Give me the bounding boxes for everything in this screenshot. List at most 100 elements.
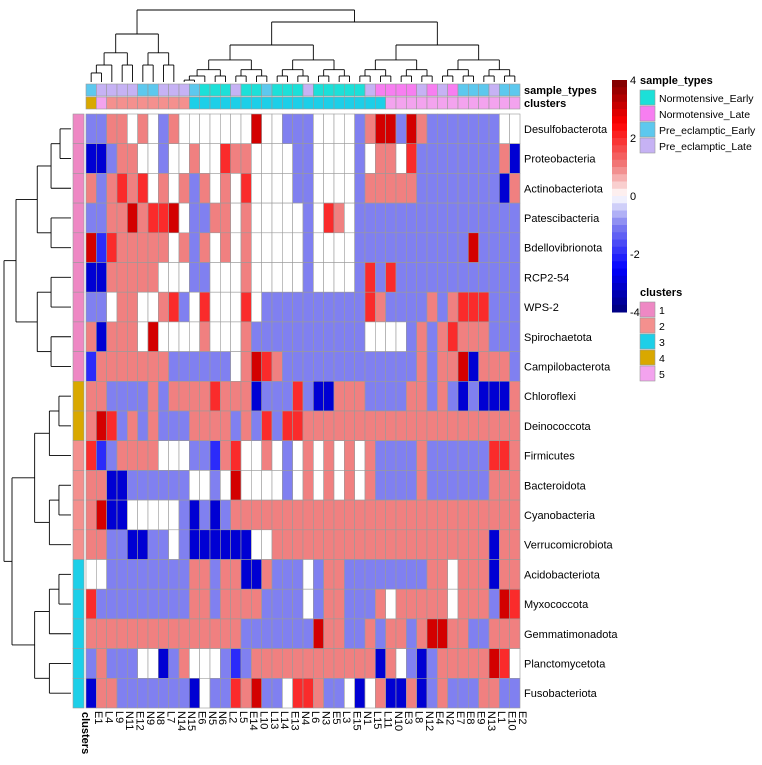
- heatmap-cell: [127, 173, 138, 204]
- heatmap-cell: [447, 529, 459, 560]
- heatmap-cell: [106, 173, 118, 204]
- heatmap-cell: [457, 648, 469, 679]
- heatmap-cell: [406, 677, 417, 709]
- heatmap-cell: [395, 440, 407, 471]
- heatmap-cell: [209, 440, 221, 471]
- heatmap-cell: [116, 588, 128, 620]
- heatmap-cell: [116, 410, 128, 442]
- column-label: L6: [309, 711, 321, 723]
- heatmap-cell: [302, 677, 314, 709]
- heatmap-cell: [158, 410, 169, 442]
- heatmap-cell: [323, 232, 335, 263]
- column-label: N5: [206, 711, 218, 725]
- color-scale-segment: [612, 232, 627, 240]
- sample-type-cell: [354, 83, 366, 97]
- heatmap-cell: [416, 380, 428, 412]
- heatmap-cell: [220, 499, 231, 531]
- heatmap-cell: [199, 499, 211, 531]
- sample-type-cell: [240, 83, 252, 97]
- heatmap-cell: [251, 202, 262, 234]
- heatmap-cell: [395, 351, 407, 382]
- heatmap-cell: [292, 143, 304, 174]
- heatmap-cell: [178, 262, 190, 293]
- heatmap-cell: [499, 291, 510, 323]
- heatmap-cell: [178, 677, 190, 709]
- heatmap-cell: [230, 588, 242, 620]
- sample-type-cell: [406, 83, 417, 97]
- heatmap-cell: [189, 648, 200, 679]
- heatmap-cell: [488, 499, 500, 531]
- clusters-legend-swatch: [639, 317, 656, 334]
- heatmap-cell: [116, 262, 128, 293]
- heatmap-cell: [282, 677, 293, 709]
- column-cluster-cell: [251, 96, 262, 110]
- heatmap-cell: [375, 143, 386, 174]
- heatmap-cell: [282, 499, 293, 531]
- heatmap-cell: [437, 113, 448, 145]
- heatmap-cell: [457, 202, 469, 234]
- clusters-legend-label: 4: [659, 353, 665, 365]
- color-scale-segment: [612, 167, 627, 175]
- color-scale-segment: [612, 304, 627, 313]
- heatmap-cell: [488, 262, 500, 293]
- heatmap-cell: [302, 588, 314, 620]
- heatmap-cell: [168, 410, 180, 442]
- heatmap-cell: [178, 618, 190, 649]
- heatmap-cell: [292, 173, 304, 204]
- heatmap-cell: [292, 529, 304, 560]
- heatmap-cell: [271, 202, 283, 234]
- heatmap-cell: [395, 380, 407, 412]
- heatmap-cell: [158, 202, 169, 234]
- heatmap-cell: [127, 202, 138, 234]
- column-cluster-cell: [509, 96, 521, 110]
- heatmap-cell: [292, 677, 304, 709]
- heatmap-cell: [499, 410, 510, 442]
- color-scale-segment: [612, 254, 627, 262]
- column-label: E12: [134, 711, 146, 731]
- heatmap-cell: [189, 113, 200, 145]
- color-scale-segment: [612, 261, 627, 269]
- row-cluster-cell: [72, 410, 85, 442]
- heatmap-cell: [271, 618, 283, 649]
- heatmap-cell: [230, 232, 242, 263]
- heatmap-cell: [220, 113, 231, 145]
- column-dendrogram: [90, 9, 516, 82]
- column-label: L13: [268, 711, 280, 729]
- heatmap-cell: [313, 410, 324, 442]
- column-cluster-cell: [137, 96, 149, 110]
- column-cluster-cell: [282, 96, 293, 110]
- color-scale-segment: [612, 275, 627, 284]
- heatmap-cell: [375, 559, 386, 590]
- heatmap-cell: [385, 262, 397, 293]
- heatmap-cell: [209, 648, 221, 679]
- heatmap-cell: [323, 380, 335, 412]
- heatmap-cell: [457, 470, 469, 501]
- heatmap-cell: [199, 291, 211, 323]
- heatmap-cell: [333, 232, 345, 263]
- heatmap-cell: [478, 559, 490, 590]
- heatmap-cell: [457, 143, 469, 174]
- heatmap-cell: [364, 321, 376, 352]
- heatmap-cell: [178, 588, 190, 620]
- heatmap-cell: [344, 380, 355, 412]
- heatmap-cell: [261, 321, 273, 352]
- column-cluster-cell: [271, 96, 283, 110]
- heatmap-cell: [457, 380, 469, 412]
- heatmap-cell: [240, 410, 252, 442]
- heatmap-cell: [385, 618, 397, 649]
- sample-types-legend-title: sample_types: [640, 75, 713, 87]
- heatmap-cell: [447, 262, 459, 293]
- heatmap-cell: [457, 173, 469, 204]
- heatmap-cell: [416, 588, 428, 620]
- heatmap-cell: [406, 529, 417, 560]
- heatmap-cell: [220, 529, 231, 560]
- heatmap-cell: [220, 648, 231, 679]
- heatmap-cell: [189, 232, 200, 263]
- row-label: Fusobacteriota: [524, 688, 598, 700]
- heatmap-cell: [406, 173, 417, 204]
- heatmap-cell: [147, 262, 159, 293]
- sample-type-cell: [106, 83, 118, 97]
- heatmap-cell: [168, 499, 180, 531]
- heatmap-cell: [230, 499, 242, 531]
- heatmap-cell: [364, 262, 376, 293]
